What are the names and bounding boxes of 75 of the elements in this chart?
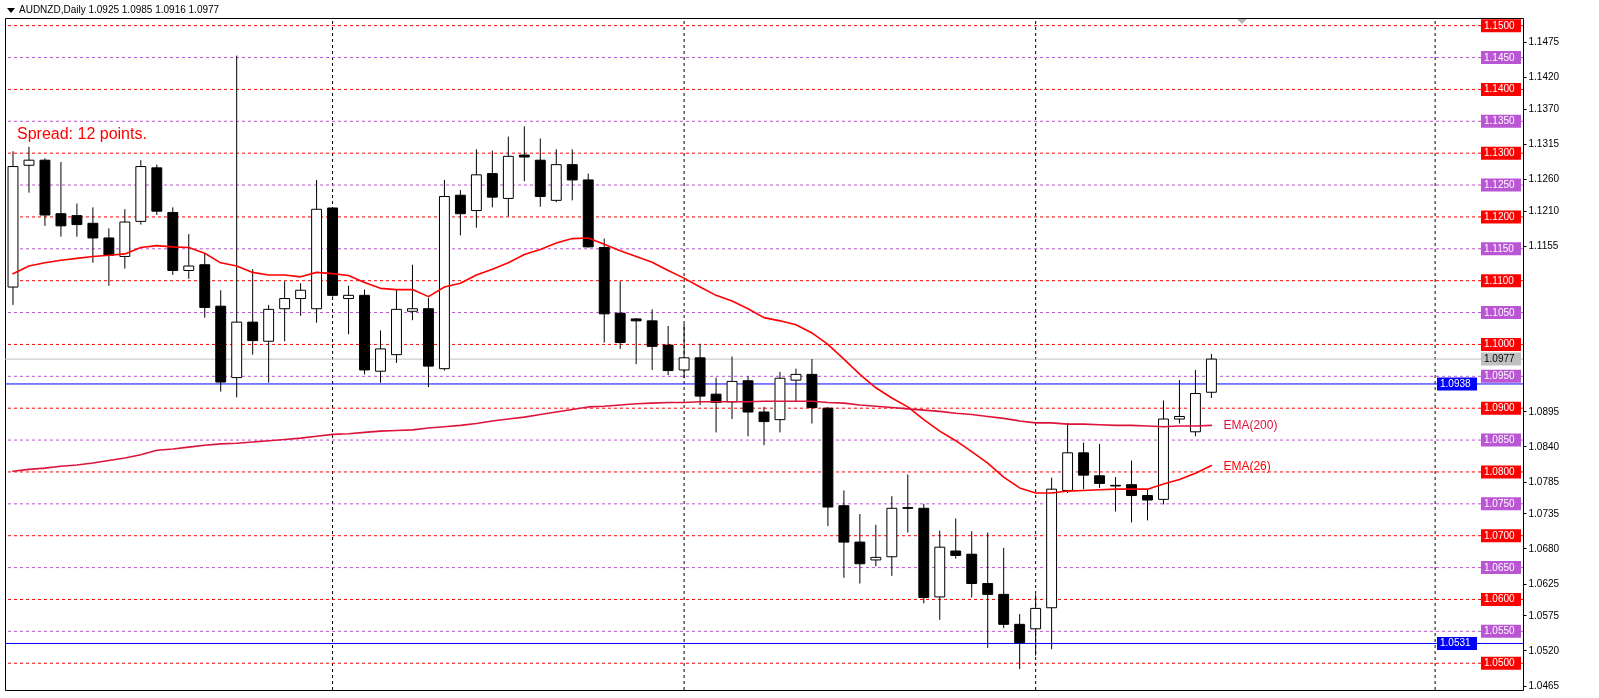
candlestick — [726, 356, 738, 420]
candlestick — [343, 285, 354, 335]
ref-line-label: 1.1300 — [1484, 147, 1516, 159]
ref-line-label: 1.0600 — [1484, 593, 1516, 605]
y-tick-label: 1.0465 — [1528, 680, 1560, 692]
candlestick — [758, 406, 770, 446]
y-tick-label: 1.0520 — [1528, 644, 1560, 656]
y-tick-label: 1.1155 — [1528, 240, 1559, 252]
ref-line-label: 1.0800 — [1484, 465, 1516, 477]
y-tick-label: 1.1210 — [1528, 205, 1560, 217]
ref-line-label: 1.1150 — [1484, 242, 1515, 254]
ref-line-label: 1.0531 — [1440, 637, 1472, 649]
candlestick — [407, 264, 418, 321]
candlestick — [247, 268, 259, 356]
ref-line-label: 1.1350 — [1484, 115, 1516, 127]
candlestick — [279, 280, 291, 342]
y-tick-label: 1.1420 — [1528, 71, 1560, 83]
candlestick — [23, 146, 35, 194]
ref-line-label: 1.0550 — [1484, 625, 1516, 637]
candlestick — [854, 513, 866, 585]
candlestick — [183, 233, 195, 280]
candlestick — [1014, 613, 1026, 670]
candlestick — [1078, 442, 1090, 490]
candlestick — [1174, 379, 1185, 424]
ref-line-label: 1.1100 — [1484, 274, 1515, 286]
candlestick — [870, 524, 882, 567]
candlestick — [454, 189, 466, 236]
candlestick — [950, 517, 962, 560]
y-tick-label: 1.1315 — [1528, 138, 1560, 150]
ref-line-label: 1.0938 — [1440, 377, 1472, 389]
candlestick — [630, 317, 642, 365]
candlestick — [375, 329, 386, 384]
ref-line-label: 1.1200 — [1484, 210, 1516, 222]
y-tick-label: 1.0785 — [1528, 476, 1560, 488]
ref-line-label: 1.0700 — [1484, 529, 1516, 541]
candlestick — [103, 227, 115, 287]
candlestick — [1094, 443, 1106, 489]
ref-line-label: 1.1450 — [1484, 51, 1516, 63]
y-tick-label: 1.0735 — [1528, 507, 1560, 519]
ref-line-label: 1.0850 — [1484, 434, 1516, 446]
chart-title: AUDNZD,Daily 1.0925 1.0985 1.0916 1.0977 — [19, 3, 220, 15]
ref-line-label: 1.1400 — [1484, 83, 1516, 95]
candlestick — [55, 161, 67, 238]
candlestick — [87, 206, 99, 264]
ref-line-label: 1.0750 — [1484, 497, 1516, 509]
y-tick-label: 1.0575 — [1528, 609, 1560, 621]
candlestick — [486, 150, 498, 208]
ref-line-label: 1.0977 — [1484, 353, 1516, 365]
y-tick-label: 1.0895 — [1528, 405, 1560, 417]
annotation: Spread: 12 points. — [17, 125, 147, 142]
ref-line-label: 1.0650 — [1484, 561, 1516, 573]
ref-line-label: 1.0500 — [1484, 657, 1516, 669]
candlestick — [295, 282, 307, 317]
candlestick — [982, 532, 994, 649]
ref-line-label: 1.0900 — [1484, 402, 1516, 414]
candlestick — [71, 203, 83, 238]
y-tick-label: 1.1260 — [1528, 173, 1560, 185]
candlestick — [1110, 476, 1121, 512]
series-label: EMA(26) — [1223, 458, 1271, 473]
ref-line-label: 1.0950 — [1484, 370, 1516, 382]
ref-line-label: 1.1500 — [1484, 19, 1516, 31]
ref-line-label: 1.1050 — [1484, 306, 1516, 318]
y-tick-label: 1.1370 — [1528, 103, 1560, 115]
candlestick — [518, 125, 530, 182]
y-tick-label: 1.0840 — [1528, 440, 1560, 452]
ref-line-label: 1.1250 — [1484, 179, 1516, 191]
ref-line-label: 1.1000 — [1484, 338, 1516, 350]
candlestick — [1142, 489, 1153, 521]
series-label: EMA(200) — [1223, 418, 1278, 433]
candlestick — [902, 474, 914, 534]
y-tick-label: 1.0680 — [1528, 542, 1560, 554]
candlestick — [566, 148, 578, 201]
candlestick — [790, 368, 802, 403]
y-tick-label: 1.1475 — [1528, 36, 1560, 48]
y-tick-label: 1.0625 — [1528, 578, 1560, 590]
